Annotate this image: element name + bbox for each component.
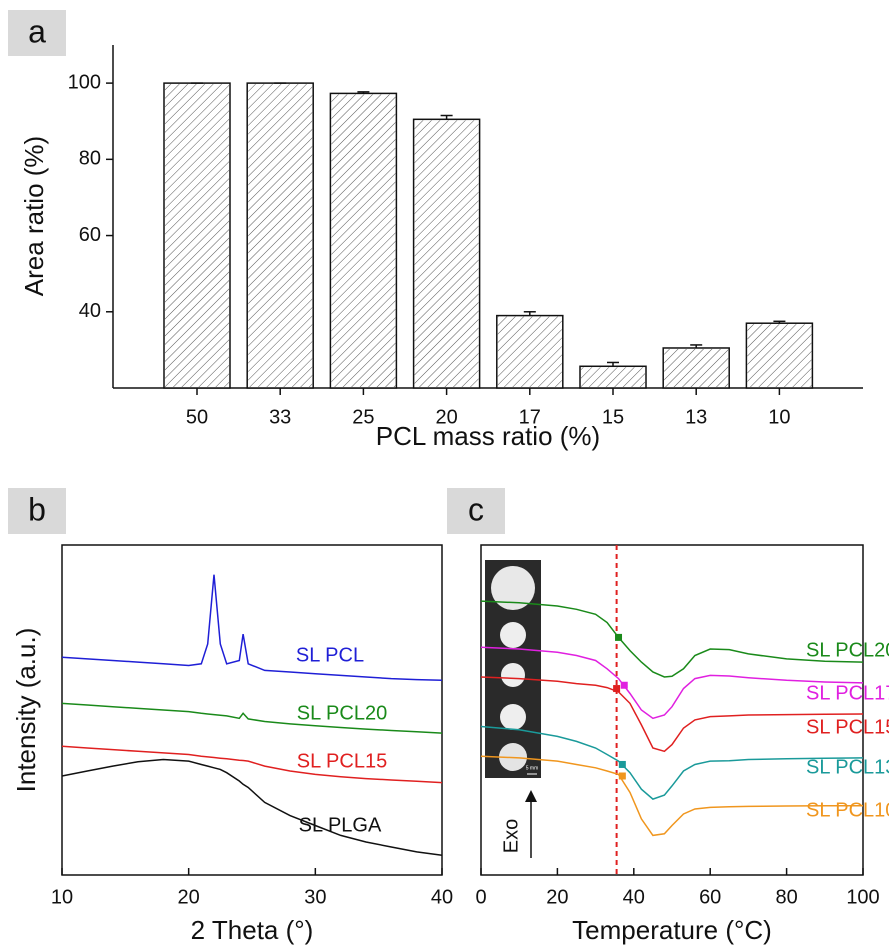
series-line bbox=[480, 755, 863, 837]
exo-arrowhead bbox=[525, 790, 537, 802]
series-label: SL PCL20 bbox=[297, 702, 387, 724]
y-tick-label: 40 bbox=[79, 300, 101, 322]
series-label: SL PCL13 bbox=[806, 756, 889, 778]
x-tick-label: 33 bbox=[269, 406, 291, 428]
x-tick-label: 0 bbox=[475, 886, 486, 908]
x-tick-label: 15 bbox=[602, 406, 624, 428]
error-bar bbox=[607, 361, 619, 367]
x-tick-label: 13 bbox=[685, 406, 707, 428]
plot-frame bbox=[480, 544, 864, 876]
bar-hatch bbox=[497, 316, 562, 387]
series-label: SL PCL20 bbox=[806, 639, 889, 661]
bar-hatch bbox=[165, 84, 229, 387]
bar-hatch bbox=[331, 94, 396, 387]
error-bar bbox=[773, 320, 786, 324]
x-tick-label: 10 bbox=[768, 406, 790, 428]
x-axis-label: Temperature (°C) bbox=[572, 915, 772, 945]
series-line bbox=[61, 758, 443, 856]
marker bbox=[615, 633, 623, 641]
x-tick-label: 17 bbox=[519, 406, 541, 428]
error-bar bbox=[523, 311, 536, 316]
plot-frame bbox=[61, 544, 443, 876]
bar-hatch bbox=[747, 324, 812, 387]
error-bar bbox=[357, 91, 370, 94]
x-tick-label: 20 bbox=[546, 886, 568, 908]
inset-photo bbox=[485, 560, 541, 778]
x-tick-label: 25 bbox=[352, 406, 374, 428]
y-tick-label: 100 bbox=[68, 71, 101, 93]
x-tick-label: 30 bbox=[304, 886, 326, 908]
x-tick-label: 40 bbox=[431, 886, 453, 908]
x-tick-label: 60 bbox=[699, 886, 721, 908]
bar-hatch bbox=[664, 348, 729, 387]
panel-label-box bbox=[8, 488, 66, 534]
x-tick-label: 40 bbox=[623, 886, 645, 908]
x-axis-label: 2 Theta (°) bbox=[191, 915, 314, 945]
error-bar bbox=[440, 114, 453, 120]
series-label: SL PCL17 bbox=[806, 682, 889, 704]
error-bar bbox=[690, 344, 703, 348]
panel-label: c bbox=[468, 491, 484, 527]
series-line bbox=[61, 702, 443, 734]
x-axis-label: PCL mass ratio (%) bbox=[376, 421, 600, 451]
series-line bbox=[61, 574, 443, 682]
panel-label: b bbox=[28, 491, 46, 527]
series-label: SL PCL15 bbox=[297, 750, 387, 772]
annotation: Exo bbox=[500, 819, 522, 853]
series-label: SL PCL15 bbox=[806, 716, 889, 738]
marker bbox=[618, 760, 626, 768]
series-label: SL PCL bbox=[296, 644, 364, 666]
x-tick-label: 50 bbox=[186, 406, 208, 428]
bar-hatch bbox=[581, 367, 645, 387]
marker bbox=[618, 772, 626, 780]
x-tick-label: 100 bbox=[846, 886, 879, 908]
panel-label-box bbox=[8, 10, 66, 56]
bar-hatch bbox=[414, 120, 479, 388]
series-line bbox=[480, 600, 864, 678]
bar-hatch bbox=[248, 84, 313, 387]
x-tick-label: 20 bbox=[178, 886, 200, 908]
y-axis-label: Intensity (a.u.) bbox=[11, 628, 41, 793]
marker bbox=[613, 685, 621, 693]
series-label: SL PLGA bbox=[299, 814, 382, 836]
series-line bbox=[480, 725, 864, 800]
marker bbox=[620, 681, 628, 689]
y-axis-label: Area ratio (%) bbox=[19, 136, 49, 296]
series-label: SL PCL10 bbox=[806, 799, 889, 821]
panel-label: a bbox=[28, 13, 46, 49]
x-tick-label: 10 bbox=[51, 886, 73, 908]
x-tick-label: 80 bbox=[775, 886, 797, 908]
y-tick-label: 80 bbox=[79, 148, 101, 170]
series-line bbox=[61, 745, 443, 784]
y-tick-label: 60 bbox=[79, 224, 101, 246]
series-line bbox=[480, 676, 864, 753]
panel-label-box bbox=[447, 488, 505, 534]
series-line bbox=[480, 646, 864, 720]
x-tick-label: 20 bbox=[435, 406, 457, 428]
inset-scale-label: 5 mm bbox=[526, 765, 539, 771]
